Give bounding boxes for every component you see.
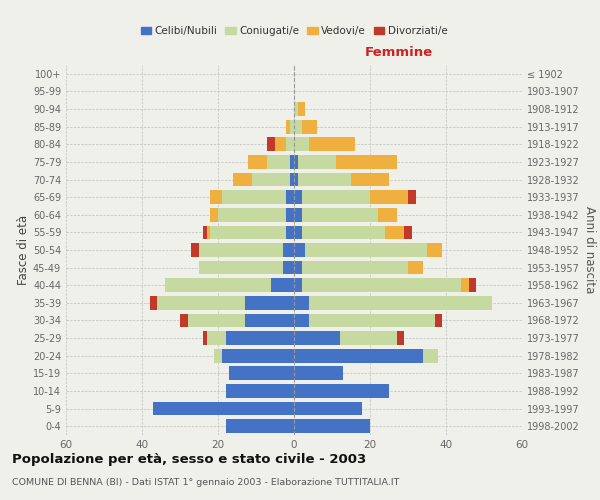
Y-axis label: Anni di nascita: Anni di nascita bbox=[583, 206, 596, 294]
Bar bbox=[336, 155, 397, 169]
Bar bbox=[191, 243, 199, 257]
Bar bbox=[351, 172, 389, 186]
Bar bbox=[309, 314, 434, 328]
Text: Popolazione per età, sesso e stato civile - 2003: Popolazione per età, sesso e stato civil… bbox=[12, 452, 366, 466]
Bar bbox=[271, 278, 294, 292]
Bar bbox=[290, 172, 294, 186]
Bar bbox=[294, 172, 298, 186]
Bar bbox=[294, 349, 423, 362]
Bar bbox=[248, 155, 268, 169]
Bar bbox=[294, 208, 302, 222]
Bar bbox=[461, 278, 469, 292]
Bar bbox=[302, 190, 370, 204]
Bar bbox=[302, 208, 377, 222]
Bar bbox=[294, 120, 302, 134]
Y-axis label: Fasce di età: Fasce di età bbox=[17, 215, 30, 285]
Bar bbox=[286, 208, 294, 222]
Bar bbox=[305, 243, 427, 257]
Bar bbox=[404, 226, 412, 239]
Legend: Celibi/Nubili, Coniugati/e, Vedovi/e, Divorziati/e: Celibi/Nubili, Coniugati/e, Vedovi/e, Di… bbox=[137, 22, 451, 40]
Bar bbox=[294, 296, 309, 310]
Bar bbox=[283, 243, 294, 257]
Bar bbox=[286, 190, 294, 204]
Bar bbox=[294, 102, 298, 116]
Bar bbox=[377, 208, 397, 222]
Bar bbox=[268, 138, 275, 151]
Bar bbox=[154, 402, 294, 415]
Bar bbox=[294, 278, 302, 292]
Bar bbox=[294, 331, 340, 345]
Bar bbox=[294, 402, 362, 415]
Bar bbox=[298, 155, 336, 169]
Bar bbox=[294, 384, 389, 398]
Bar bbox=[290, 155, 294, 169]
Bar bbox=[302, 278, 461, 292]
Bar bbox=[222, 190, 286, 204]
Bar bbox=[199, 243, 283, 257]
Bar bbox=[302, 260, 408, 274]
Bar bbox=[252, 172, 290, 186]
Bar bbox=[268, 155, 290, 169]
Bar bbox=[203, 226, 206, 239]
Bar bbox=[275, 138, 286, 151]
Bar bbox=[302, 226, 385, 239]
Bar bbox=[309, 296, 491, 310]
Text: COMUNE DI BENNA (BI) - Dati ISTAT 1° gennaio 2003 - Elaborazione TUTTITALIA.IT: COMUNE DI BENNA (BI) - Dati ISTAT 1° gen… bbox=[12, 478, 400, 487]
Bar bbox=[245, 296, 294, 310]
Bar bbox=[218, 208, 286, 222]
Bar bbox=[203, 331, 206, 345]
Bar bbox=[397, 331, 404, 345]
Bar bbox=[226, 331, 294, 345]
Bar bbox=[309, 138, 355, 151]
Bar bbox=[245, 314, 294, 328]
Bar bbox=[283, 260, 294, 274]
Bar bbox=[294, 314, 309, 328]
Bar bbox=[206, 226, 211, 239]
Bar bbox=[286, 138, 294, 151]
Bar bbox=[286, 120, 290, 134]
Bar bbox=[294, 243, 305, 257]
Bar bbox=[408, 260, 423, 274]
Bar bbox=[149, 296, 157, 310]
Bar bbox=[226, 420, 294, 433]
Bar bbox=[180, 314, 188, 328]
Bar bbox=[294, 420, 370, 433]
Bar bbox=[427, 243, 442, 257]
Bar bbox=[199, 260, 283, 274]
Bar bbox=[188, 314, 245, 328]
Bar bbox=[294, 155, 298, 169]
Bar bbox=[294, 366, 343, 380]
Text: Femmine: Femmine bbox=[365, 46, 433, 60]
Bar bbox=[294, 260, 302, 274]
Bar bbox=[214, 349, 222, 362]
Bar bbox=[294, 138, 309, 151]
Bar bbox=[370, 190, 408, 204]
Bar bbox=[233, 172, 252, 186]
Bar bbox=[226, 384, 294, 398]
Bar bbox=[211, 190, 222, 204]
Bar bbox=[222, 349, 294, 362]
Bar bbox=[434, 314, 442, 328]
Bar bbox=[469, 278, 476, 292]
Bar bbox=[211, 208, 218, 222]
Bar bbox=[157, 296, 245, 310]
Bar bbox=[165, 278, 271, 292]
Bar bbox=[423, 349, 439, 362]
Bar bbox=[206, 331, 226, 345]
Bar bbox=[408, 190, 416, 204]
Bar bbox=[385, 226, 404, 239]
Bar bbox=[298, 172, 351, 186]
Bar bbox=[211, 226, 286, 239]
Bar bbox=[302, 120, 317, 134]
Bar bbox=[290, 120, 294, 134]
Bar bbox=[286, 226, 294, 239]
Bar bbox=[294, 190, 302, 204]
Bar bbox=[298, 102, 305, 116]
Bar bbox=[340, 331, 397, 345]
Bar bbox=[294, 226, 302, 239]
Bar bbox=[229, 366, 294, 380]
